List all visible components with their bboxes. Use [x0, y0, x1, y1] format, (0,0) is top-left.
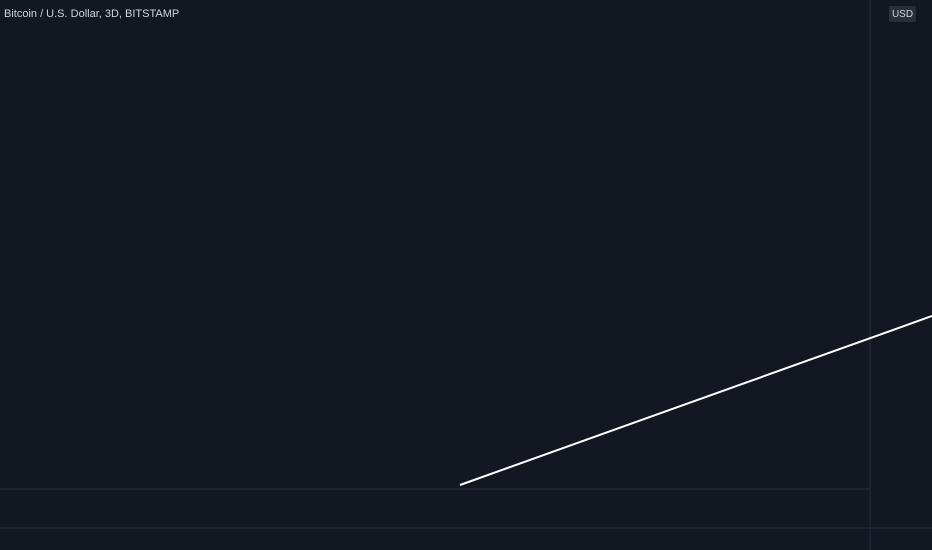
currency-badge[interactable]	[889, 6, 916, 22]
trend-line-drawing	[459, 315, 932, 486]
currency-label[interactable]: USD	[892, 9, 913, 20]
chart-title: Bitcoin / U.S. Dollar, 3D, BITSTAMP	[4, 8, 179, 20]
